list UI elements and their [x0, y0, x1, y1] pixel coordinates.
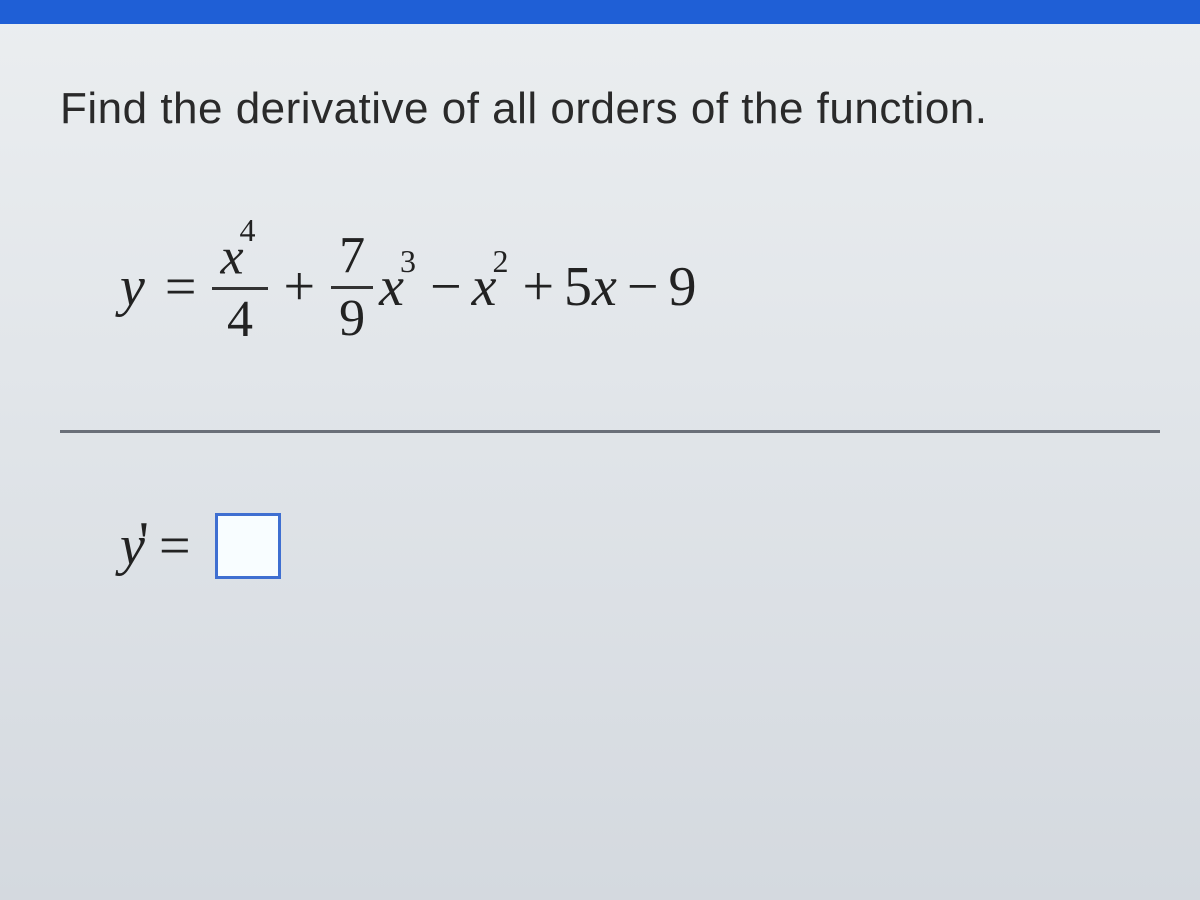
- equation-lhs-variable: y: [120, 255, 145, 319]
- fraction-2-numerator: 7: [331, 226, 373, 286]
- term-5x-var: x: [592, 256, 617, 318]
- term-x3-exp: 3: [400, 243, 416, 279]
- prime-symbol: ': [139, 511, 149, 573]
- question-content: Find the derivative of all orders of the…: [0, 24, 1200, 619]
- fraction-1-denominator: 4: [219, 290, 261, 350]
- term-5x: 5x: [564, 255, 617, 319]
- term-x2-exp: 2: [492, 243, 508, 279]
- fraction-2-denominator: 9: [331, 289, 373, 349]
- op-plus-2: +: [522, 255, 554, 319]
- section-divider: [60, 430, 1160, 433]
- op-minus-1: −: [430, 255, 462, 319]
- answer-equals: =: [159, 514, 191, 578]
- term-x-squared: x2: [472, 255, 513, 319]
- term-fraction-1: x4 4: [212, 224, 267, 350]
- term-x-cubed: x3: [379, 255, 420, 319]
- given-equation: y = x4 4 + 7 9 x3 − x2 +: [120, 224, 1160, 350]
- answer-lhs: y': [120, 514, 149, 578]
- op-plus-1: +: [284, 255, 316, 319]
- answer-input[interactable]: [215, 513, 281, 579]
- term-fraction-2: 7 9: [331, 226, 373, 349]
- term-5x-coeff: 5: [564, 256, 592, 318]
- op-minus-2: −: [627, 255, 659, 319]
- header-bar: [0, 0, 1200, 24]
- answer-row: y' =: [120, 513, 1160, 579]
- fraction-1-num-exp: 4: [240, 212, 256, 248]
- fraction-1-numerator: x4: [212, 224, 267, 287]
- question-screen: Find the derivative of all orders of the…: [0, 0, 1200, 900]
- equals-sign: =: [165, 255, 197, 319]
- term-constant-9: 9: [669, 255, 697, 319]
- question-prompt: Find the derivative of all orders of the…: [60, 84, 1160, 134]
